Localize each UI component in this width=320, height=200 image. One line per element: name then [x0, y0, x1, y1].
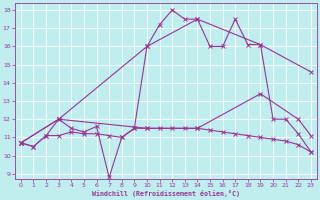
X-axis label: Windchill (Refroidissement éolien,°C): Windchill (Refroidissement éolien,°C) [92, 190, 240, 197]
